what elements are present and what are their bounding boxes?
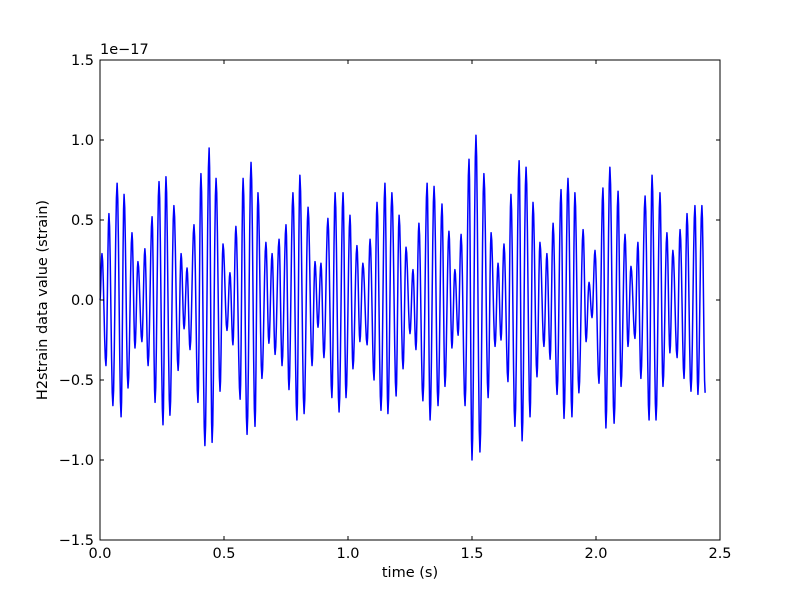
y-tick-label: 0.5 xyxy=(71,213,94,229)
x-axis-label: time (s) xyxy=(382,565,438,581)
series-line-0 xyxy=(99,134,706,461)
y-tick-label: −1.5 xyxy=(59,533,94,549)
x-tick-label: 1.5 xyxy=(460,546,483,562)
x-tick-label: 0.0 xyxy=(88,546,111,562)
y-tick-label: −1.0 xyxy=(59,453,94,469)
x-tick-label: 2.5 xyxy=(708,546,731,562)
ticks: 0.0 0.5 1.0 1.5 2.0 2.5 −1.5 −1.0 −0.5 0.0 0.5 1.0 1… xyxy=(59,53,732,562)
plot-line-group xyxy=(99,134,706,461)
y-tick-label: 0.0 xyxy=(71,293,94,309)
x-tick-label: 0.5 xyxy=(212,546,235,562)
y-tick-label: 1.0 xyxy=(71,133,94,149)
y-tick-label: 1.5 xyxy=(71,53,94,69)
y-offset-label: 1e−17 xyxy=(100,42,149,58)
y-tick-label: −0.5 xyxy=(59,373,94,389)
y-axis-label: H2strain data value (strain) xyxy=(35,200,51,400)
x-tick-label: 1.0 xyxy=(336,546,359,562)
x-tick-label: 2.0 xyxy=(584,546,607,562)
